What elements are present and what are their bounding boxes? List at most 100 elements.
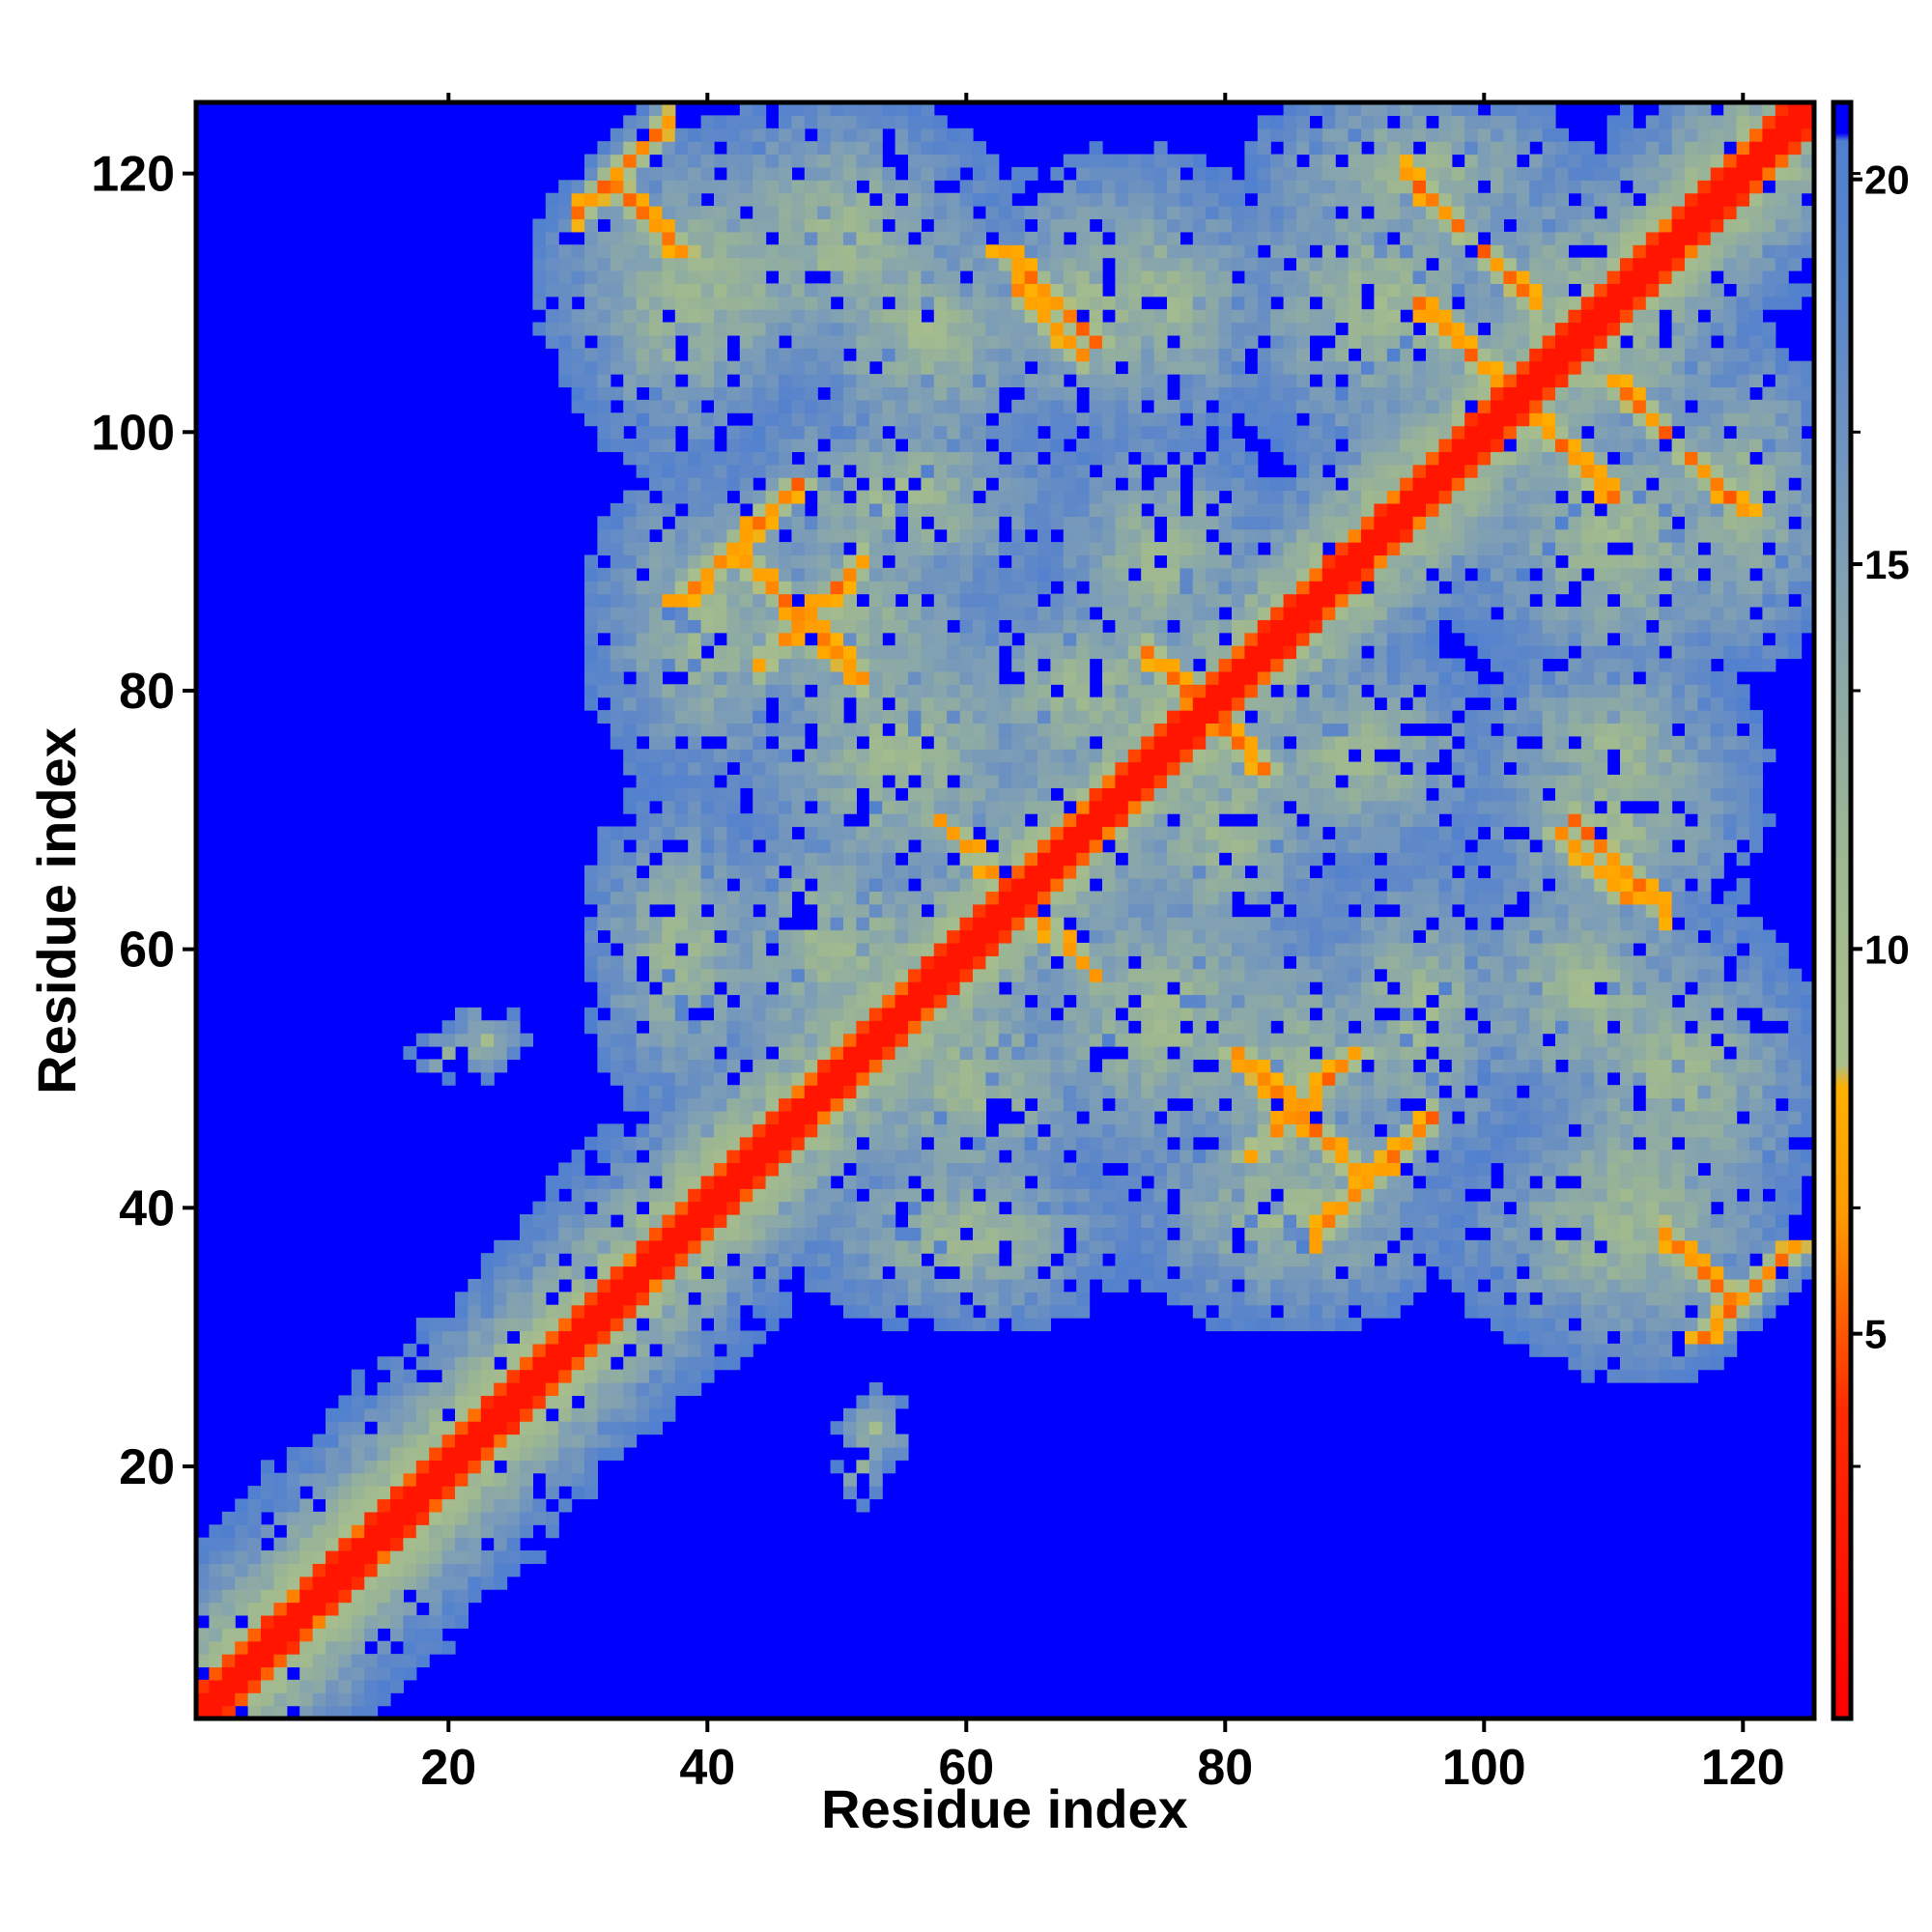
heatmap-cell bbox=[973, 1239, 986, 1254]
heatmap-cell bbox=[998, 1162, 1012, 1177]
heatmap-cell bbox=[545, 334, 559, 349]
heatmap-cell bbox=[765, 645, 780, 660]
heatmap-cell bbox=[558, 192, 573, 207]
heatmap-cell bbox=[830, 670, 844, 685]
heatmap-cell bbox=[455, 1033, 469, 1047]
heatmap-cell bbox=[779, 386, 792, 401]
heatmap-cell bbox=[985, 1071, 1000, 1086]
heatmap-cell bbox=[688, 774, 702, 788]
heatmap-cell bbox=[261, 1692, 274, 1707]
heatmap-cell bbox=[714, 942, 727, 956]
heatmap-cell bbox=[441, 1602, 456, 1616]
heatmap-cell bbox=[947, 257, 961, 271]
heatmap-cell bbox=[1206, 981, 1220, 996]
heatmap-cell bbox=[882, 192, 896, 207]
heatmap-cell bbox=[817, 581, 832, 595]
heatmap-cell bbox=[597, 1265, 611, 1280]
heatmap-cell bbox=[947, 942, 961, 956]
heatmap-cell bbox=[868, 542, 883, 556]
heatmap-cell bbox=[895, 1188, 909, 1203]
heatmap-cell bbox=[623, 334, 638, 349]
heatmap-cell bbox=[688, 1227, 702, 1241]
heatmap-cell bbox=[830, 348, 844, 362]
heatmap-cell bbox=[1089, 244, 1103, 259]
heatmap-cell bbox=[1063, 490, 1077, 504]
heatmap-cell bbox=[1141, 942, 1155, 956]
heatmap-cell bbox=[1218, 360, 1233, 375]
heatmap-cell bbox=[1063, 477, 1077, 492]
heatmap-cell bbox=[377, 1654, 391, 1668]
heatmap-cell bbox=[636, 1071, 650, 1086]
heatmap-cell bbox=[1089, 516, 1103, 530]
heatmap-cell bbox=[415, 1628, 430, 1642]
heatmap-cell bbox=[584, 218, 598, 233]
heatmap-cell bbox=[273, 1511, 288, 1525]
heatmap-cell bbox=[649, 1304, 663, 1319]
heatmap-cell bbox=[856, 141, 870, 156]
heatmap-cell bbox=[1063, 567, 1077, 582]
heatmap-cell bbox=[817, 696, 832, 711]
heatmap-cell bbox=[856, 917, 870, 931]
heatmap-cell bbox=[959, 542, 974, 556]
heatmap-cell bbox=[908, 1292, 922, 1306]
heatmap-cell bbox=[1050, 994, 1065, 1009]
heatmap-cell bbox=[584, 206, 598, 220]
heatmap-cell bbox=[688, 917, 702, 931]
heatmap-cell bbox=[700, 891, 715, 905]
heatmap-cell bbox=[584, 1318, 598, 1332]
heatmap-cell bbox=[765, 1136, 780, 1151]
heatmap-cell bbox=[415, 1614, 430, 1629]
heatmap-cell bbox=[558, 1343, 573, 1357]
heatmap-cell bbox=[882, 1395, 896, 1409]
heatmap-cell bbox=[753, 658, 767, 672]
heatmap-cell bbox=[662, 800, 676, 814]
heatmap-cell bbox=[843, 257, 857, 271]
heatmap-cell bbox=[921, 360, 935, 375]
heatmap-cell bbox=[726, 283, 741, 298]
heatmap-cell bbox=[1011, 787, 1026, 802]
heatmap-cell bbox=[390, 1382, 404, 1396]
heatmap-cell bbox=[1218, 1033, 1233, 1047]
heatmap-cell bbox=[856, 451, 870, 466]
heatmap-cell bbox=[882, 542, 896, 556]
heatmap-cell bbox=[571, 1460, 585, 1474]
heatmap-cell bbox=[882, 1033, 896, 1047]
heatmap-cell bbox=[623, 1188, 638, 1203]
heatmap-cell bbox=[726, 942, 741, 956]
heatmap-cell bbox=[221, 1589, 236, 1604]
heatmap-cell bbox=[1089, 749, 1103, 763]
heatmap-cell bbox=[415, 1486, 430, 1500]
heatmap-cell bbox=[455, 1614, 469, 1629]
heatmap-cell bbox=[1089, 490, 1103, 504]
heatmap-cell bbox=[895, 348, 909, 362]
heatmap-cell bbox=[610, 1304, 624, 1319]
heatmap-cell bbox=[1024, 322, 1038, 336]
heatmap-cell bbox=[1141, 1020, 1155, 1035]
heatmap-cell bbox=[739, 593, 753, 608]
heatmap-cell bbox=[1167, 554, 1180, 569]
heatmap-cell bbox=[985, 1033, 1000, 1047]
heatmap-cell bbox=[985, 1201, 1000, 1215]
heatmap-cell bbox=[908, 334, 922, 349]
heatmap-cell bbox=[714, 1059, 727, 1073]
heatmap-cell bbox=[1011, 1085, 1026, 1099]
heatmap-cell bbox=[597, 710, 611, 724]
heatmap-cell bbox=[1115, 528, 1129, 543]
heatmap-cell bbox=[700, 516, 715, 530]
heatmap-cell bbox=[973, 878, 986, 893]
heatmap-cell bbox=[726, 929, 741, 944]
heatmap-cell bbox=[817, 296, 832, 310]
heatmap-cell bbox=[610, 425, 624, 440]
heatmap-cell bbox=[1115, 955, 1129, 970]
heatmap-cell bbox=[1089, 1239, 1103, 1254]
heatmap-cell bbox=[753, 115, 767, 129]
heatmap-cell bbox=[415, 1511, 430, 1525]
heatmap-cell bbox=[1102, 1175, 1116, 1189]
heatmap-cell bbox=[726, 1278, 741, 1293]
heatmap-cell bbox=[247, 1486, 262, 1500]
heatmap-cell bbox=[468, 1589, 482, 1604]
heatmap-cell bbox=[959, 412, 974, 427]
heatmap-cell bbox=[610, 180, 624, 194]
heatmap-cell bbox=[830, 800, 844, 814]
heatmap-cell bbox=[726, 1033, 741, 1047]
